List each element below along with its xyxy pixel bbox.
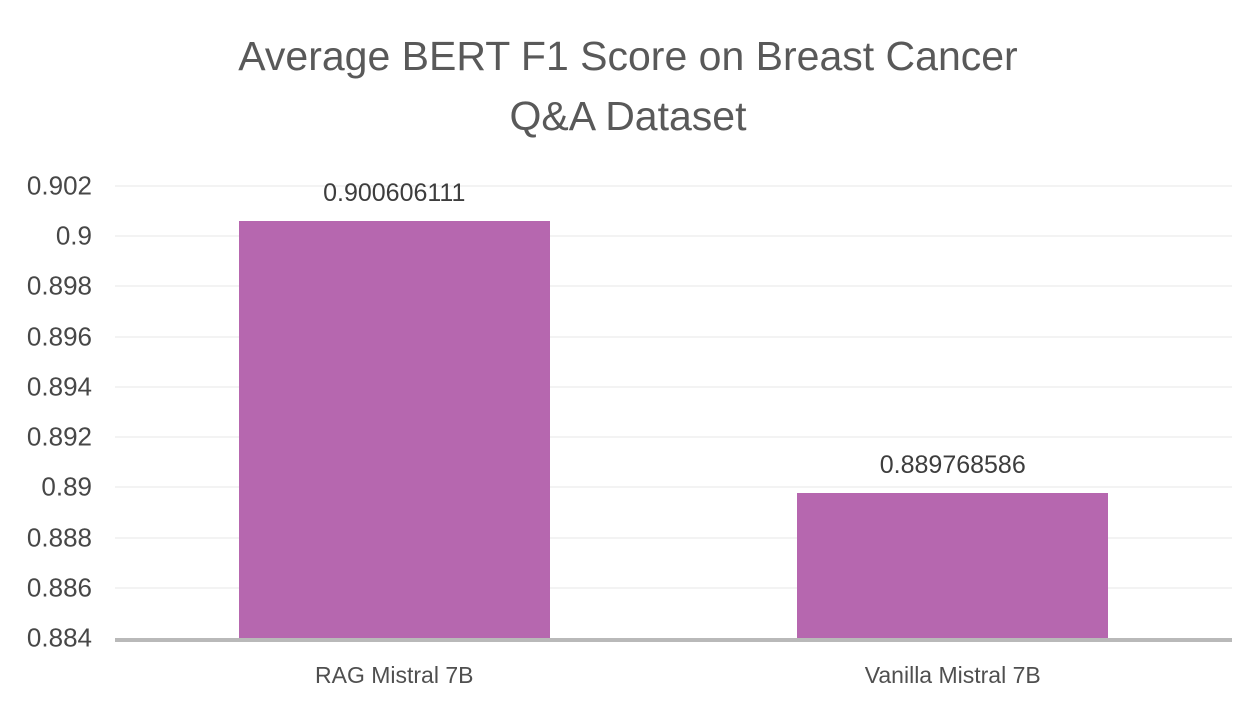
gridline xyxy=(115,185,1232,187)
gridline xyxy=(115,436,1232,439)
y-tick-label: 0.902 xyxy=(26,170,92,201)
bar-value-label: 0.889768586 xyxy=(879,451,1026,480)
gridline xyxy=(115,385,1232,388)
gridline xyxy=(115,486,1232,489)
bar-value-label: 0.900606111 xyxy=(323,179,466,208)
y-tick-label: 0.888 xyxy=(26,522,92,553)
plot-area: 0.900606111 RAG Mistral 7B 0.889768586 Vani… xyxy=(115,179,1232,688)
bar xyxy=(797,493,1108,638)
y-tick-label: 0.884 xyxy=(26,622,92,653)
y-tick-label: 0.898 xyxy=(26,270,92,301)
gridline xyxy=(115,285,1232,288)
gridline xyxy=(115,586,1232,589)
y-tick-label: 0.896 xyxy=(26,321,92,352)
bar xyxy=(238,221,550,638)
chart-title: Average BERT F1 Score on Breast Cancer Q… xyxy=(238,33,1018,139)
gridline xyxy=(115,235,1232,238)
y-tick-label: 0.89 xyxy=(41,471,92,502)
y-tick-label: 0.9 xyxy=(55,220,92,251)
y-tick-label: 0.886 xyxy=(26,572,92,603)
y-tick-label: 0.894 xyxy=(26,371,92,402)
y-tick-label: 0.892 xyxy=(26,421,92,452)
y-axis-labels: 0.902 0.9 0.898 0.896 0.894 0.892 0.89 0.888 0.8… xyxy=(0,171,92,653)
x-category-label: RAG Mistral 7B xyxy=(315,662,474,688)
gridline xyxy=(115,335,1232,338)
x-category-label: Vanilla Mistral 7B xyxy=(864,662,1041,688)
gridline xyxy=(115,536,1232,539)
